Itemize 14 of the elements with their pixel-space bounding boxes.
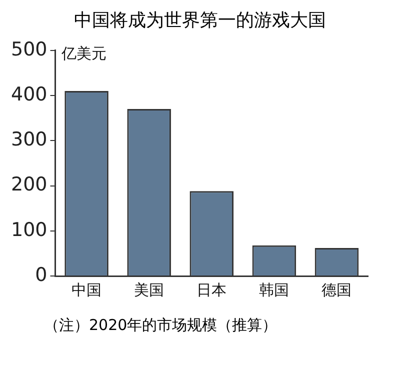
x-tick-label: 美国 [134, 280, 164, 299]
y-axis-title: 亿美元 [60, 44, 106, 62]
y-tick-label: 0 [35, 264, 48, 286]
text: （注）2020年的市场规模（推算） [44, 316, 278, 335]
y-tick-label: 100 [11, 218, 48, 241]
y-tick-label: 400 [11, 83, 48, 106]
y-tick-label: 300 [11, 128, 48, 151]
x-tick-label: 韩国 [259, 280, 290, 299]
x-tick-label: 德国 [322, 280, 352, 299]
chart-title: 中国将成为世界第一的游戏大国 [73, 9, 327, 32]
x-tick-label: 日本 [196, 280, 227, 299]
y-tick-label: 500 [11, 38, 48, 60]
y-tick-label: 200 [11, 174, 48, 196]
x-tick-label: 中国 [72, 280, 102, 299]
